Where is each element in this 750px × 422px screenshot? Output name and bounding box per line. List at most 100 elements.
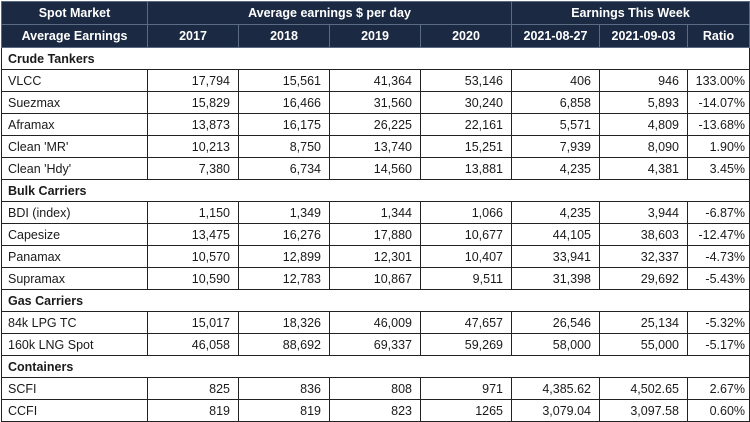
header-row-1: Spot Market Average earnings $ per day E… <box>1 1 750 25</box>
row-name-cell: Clean 'Hdy' <box>1 157 148 180</box>
row-name-cell: Capesize <box>1 223 148 246</box>
row-name-cell: Suezmax <box>1 91 148 114</box>
cell-y2020: 47,657 <box>420 311 512 334</box>
cell-y2018: 16,466 <box>238 91 330 114</box>
col-2017-header: 2017 <box>147 24 239 48</box>
cell-y2018: 819 <box>238 399 330 422</box>
cell-w2: 38,603 <box>599 223 688 246</box>
section-row: Bulk Carriers <box>0 179 750 202</box>
cell-w1: 5,571 <box>511 113 600 136</box>
cell-ratio: -12.47% <box>686 223 750 246</box>
table-row: Clean 'MR' 10,213 8,750 13,740 15,251 7,939 8,… <box>1 135 750 158</box>
cell-w1: 3,079.04 <box>511 399 600 422</box>
cell-ratio: 1.90% <box>686 135 750 158</box>
cell-w1: 26,546 <box>511 311 600 334</box>
col-2018-header: 2018 <box>238 24 330 48</box>
cell-y2019: 17,880 <box>329 223 421 246</box>
cell-y2018: 12,899 <box>238 245 330 268</box>
cell-w1: 4,235 <box>511 157 600 180</box>
cell-ratio: 0.60% <box>686 399 750 422</box>
table-row: BDI (index) 1,150 1,349 1,344 1,066 4,235 3,94… <box>1 201 750 224</box>
row-name-cell: BDI (index) <box>1 201 148 224</box>
table-row: VLCC 17,794 15,561 41,364 53,146 406 946 133.00… <box>1 69 750 92</box>
cell-w2: 3,097.58 <box>599 399 688 422</box>
cell-y2017: 825 <box>147 377 239 400</box>
cell-y2017: 1,150 <box>147 201 239 224</box>
col-2020-header: 2020 <box>420 24 512 48</box>
row-name-cell: SCFI <box>1 377 148 400</box>
row-name-cell: 160k LNG Spot <box>1 333 148 356</box>
table-row: 84k LPG TC 15,017 18,326 46,009 47,657 26,546… <box>1 311 750 334</box>
cell-w2: 4,809 <box>599 113 688 136</box>
cell-y2019: 69,337 <box>329 333 421 356</box>
cell-ratio: -5.17% <box>686 333 750 356</box>
row-name-cell: Supramax <box>1 267 148 290</box>
cell-y2020: 1265 <box>420 399 512 422</box>
cell-w1: 4,235 <box>511 201 600 224</box>
cell-y2019: 10,867 <box>329 267 421 290</box>
cell-y2019: 12,301 <box>329 245 421 268</box>
table-body: Crude Tankers VLCC 17,794 15,561 41,364 53,14… <box>0 47 750 422</box>
cell-y2019: 1,344 <box>329 201 421 224</box>
cell-y2019: 808 <box>329 377 421 400</box>
cell-w1: 31,398 <box>511 267 600 290</box>
cell-y2018: 88,692 <box>238 333 330 356</box>
row-name-cell: Aframax <box>1 113 148 136</box>
row-name-cell: VLCC <box>1 69 148 92</box>
cell-y2019: 823 <box>329 399 421 422</box>
cell-y2017: 15,017 <box>147 311 239 334</box>
cell-y2020: 53,146 <box>420 69 512 92</box>
cell-y2018: 8,750 <box>238 135 330 158</box>
cell-ratio: -4.73% <box>686 245 750 268</box>
avg-earnings-header: Average earnings $ per day <box>147 1 512 25</box>
section-row: Crude Tankers <box>0 47 750 70</box>
cell-y2018: 15,561 <box>238 69 330 92</box>
cell-w1: 44,105 <box>511 223 600 246</box>
section-title: Crude Tankers <box>0 47 750 70</box>
cell-w2: 32,337 <box>599 245 688 268</box>
section-row: Gas Carriers <box>0 289 750 312</box>
cell-y2018: 1,349 <box>238 201 330 224</box>
cell-ratio: -5.43% <box>686 267 750 290</box>
cell-w1: 4,385.62 <box>511 377 600 400</box>
cell-y2017: 10,213 <box>147 135 239 158</box>
cell-y2020: 9,511 <box>420 267 512 290</box>
cell-y2017: 17,794 <box>147 69 239 92</box>
cell-y2018: 6,734 <box>238 157 330 180</box>
table-row: Clean 'Hdy' 7,380 6,734 14,560 13,881 4,235 4,… <box>1 157 750 180</box>
cell-y2018: 12,783 <box>238 267 330 290</box>
row-name-cell: 84k LPG TC <box>1 311 148 334</box>
cell-y2018: 16,276 <box>238 223 330 246</box>
cell-y2017: 10,590 <box>147 267 239 290</box>
cell-y2019: 13,740 <box>329 135 421 158</box>
cell-w2: 25,134 <box>599 311 688 334</box>
section-title: Gas Carriers <box>0 289 750 312</box>
cell-y2020: 10,407 <box>420 245 512 268</box>
spot-market-header: Spot Market <box>1 1 148 25</box>
cell-w2: 5,893 <box>599 91 688 114</box>
cell-y2020: 13,881 <box>420 157 512 180</box>
col-week1-header: 2021-08-27 <box>511 24 600 48</box>
row-name-cell: CCFI <box>1 399 148 422</box>
cell-ratio: 3.45% <box>686 157 750 180</box>
cell-y2019: 26,225 <box>329 113 421 136</box>
cell-w1: 58,000 <box>511 333 600 356</box>
cell-ratio: -6.87% <box>686 201 750 224</box>
cell-y2020: 22,161 <box>420 113 512 136</box>
table-row: Aframax 13,873 16,175 26,225 22,161 5,571 4,80… <box>1 113 750 136</box>
cell-y2020: 1,066 <box>420 201 512 224</box>
cell-y2018: 836 <box>238 377 330 400</box>
cell-y2017: 13,873 <box>147 113 239 136</box>
table-row: Capesize 13,475 16,276 17,880 10,677 44,105 38… <box>1 223 750 246</box>
table-row: Panamax 10,570 12,899 12,301 10,407 33,941 32,… <box>1 245 750 268</box>
cell-y2017: 46,058 <box>147 333 239 356</box>
cell-ratio: 2.67% <box>686 377 750 400</box>
table-row: Suezmax 15,829 16,466 31,560 30,240 6,858 5,89… <box>1 91 750 114</box>
cell-w1: 6,858 <box>511 91 600 114</box>
cell-w2: 8,090 <box>599 135 688 158</box>
table-row: Supramax 10,590 12,783 10,867 9,511 31,398 29,… <box>1 267 750 290</box>
cell-y2020: 15,251 <box>420 135 512 158</box>
cell-y2018: 16,175 <box>238 113 330 136</box>
header-row-2: Average Earnings 2017 2018 2019 2020 202… <box>1 24 750 48</box>
